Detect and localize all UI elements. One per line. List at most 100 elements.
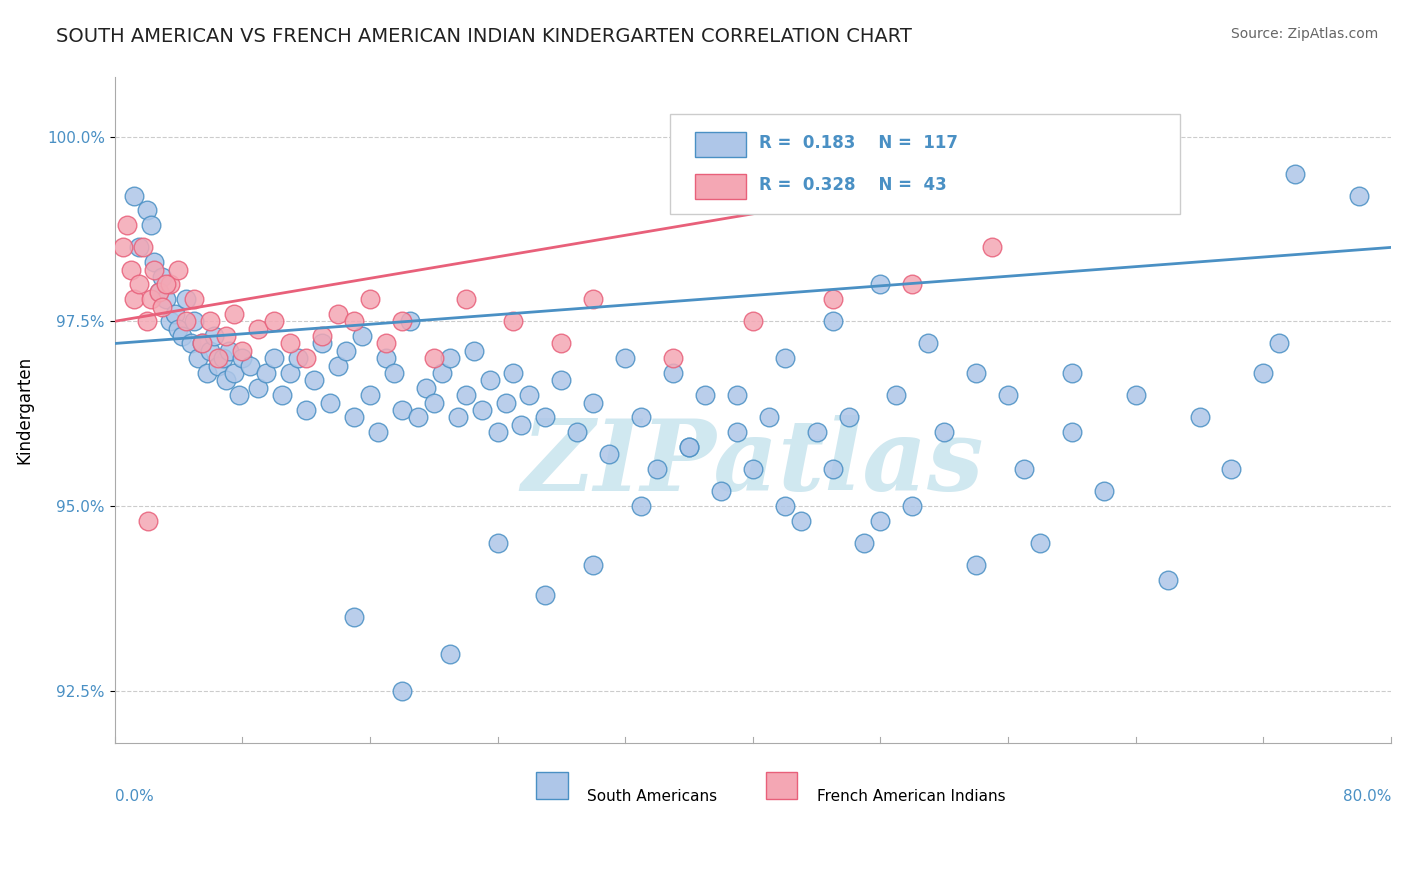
Point — [155, 292, 177, 306]
Point — [176, 292, 198, 306]
Point — [454, 292, 477, 306]
Point — [132, 240, 155, 254]
Point — [693, 388, 716, 402]
Point — [391, 683, 413, 698]
Point — [1029, 536, 1052, 550]
Point — [773, 499, 796, 513]
Point — [614, 351, 637, 366]
Point — [567, 425, 589, 439]
Text: SOUTH AMERICAN VS FRENCH AMERICAN INDIAN KINDERGARTEN CORRELATION CHART: SOUTH AMERICAN VS FRENCH AMERICAN INDIAN… — [56, 27, 912, 45]
Point — [335, 343, 357, 358]
Point — [143, 262, 166, 277]
Point — [155, 277, 177, 292]
Point — [218, 343, 240, 358]
Point — [136, 514, 159, 528]
Point — [1348, 188, 1371, 202]
Point — [1220, 462, 1243, 476]
Point — [853, 536, 876, 550]
Point — [981, 240, 1004, 254]
Bar — [536, 772, 568, 799]
Point — [934, 425, 956, 439]
Point — [917, 336, 939, 351]
Point — [741, 314, 763, 328]
Point — [167, 322, 190, 336]
Point — [326, 307, 349, 321]
Point — [1268, 336, 1291, 351]
Point — [838, 410, 860, 425]
Text: South Americans: South Americans — [586, 789, 717, 804]
Point — [495, 395, 517, 409]
Point — [111, 240, 134, 254]
Point — [901, 277, 924, 292]
Point — [311, 329, 333, 343]
Point — [263, 314, 285, 328]
Point — [228, 388, 250, 402]
Point — [598, 447, 620, 461]
Point — [1060, 425, 1083, 439]
Point — [1156, 573, 1178, 587]
Point — [207, 351, 229, 366]
Point — [550, 336, 572, 351]
Point — [486, 425, 509, 439]
Point — [135, 203, 157, 218]
Point — [231, 351, 253, 366]
Point — [869, 277, 891, 292]
Point — [582, 292, 605, 306]
Point — [1092, 484, 1115, 499]
Point — [630, 499, 652, 513]
Point — [159, 314, 181, 328]
Point — [343, 410, 366, 425]
Point — [1060, 366, 1083, 380]
Text: ZIPatlas: ZIPatlas — [522, 415, 984, 511]
Text: 80.0%: 80.0% — [1343, 789, 1391, 804]
Point — [678, 440, 700, 454]
Point — [502, 314, 524, 328]
Point — [678, 440, 700, 454]
Text: 0.0%: 0.0% — [115, 789, 153, 804]
Point — [343, 610, 366, 624]
Point — [1253, 366, 1275, 380]
Point — [582, 395, 605, 409]
Point — [326, 359, 349, 373]
Point — [821, 462, 844, 476]
Point — [141, 292, 163, 306]
Point — [176, 314, 198, 328]
Point — [165, 307, 187, 321]
Point — [422, 395, 444, 409]
Point — [191, 336, 214, 351]
Point — [311, 336, 333, 351]
Point — [159, 277, 181, 292]
Point — [446, 410, 468, 425]
Point — [148, 285, 170, 299]
Point — [550, 374, 572, 388]
Point — [758, 410, 780, 425]
Point — [415, 381, 437, 395]
Point — [247, 322, 270, 336]
Point — [135, 314, 157, 328]
Point — [965, 558, 987, 573]
Point — [821, 292, 844, 306]
Point — [343, 314, 366, 328]
Point — [391, 403, 413, 417]
Point — [391, 314, 413, 328]
Point — [662, 366, 685, 380]
Bar — [766, 772, 797, 799]
Point — [662, 351, 685, 366]
Point — [471, 403, 494, 417]
Point — [582, 558, 605, 573]
Point — [821, 314, 844, 328]
Point — [463, 343, 485, 358]
Point — [191, 336, 214, 351]
Point — [200, 343, 222, 358]
Point — [224, 366, 246, 380]
Point — [278, 336, 301, 351]
Point — [710, 484, 733, 499]
Point — [224, 307, 246, 321]
Point — [886, 388, 908, 402]
Point — [302, 374, 325, 388]
Point — [120, 262, 142, 277]
Point — [430, 366, 453, 380]
Point — [630, 410, 652, 425]
Point — [295, 403, 318, 417]
Bar — [696, 132, 747, 157]
